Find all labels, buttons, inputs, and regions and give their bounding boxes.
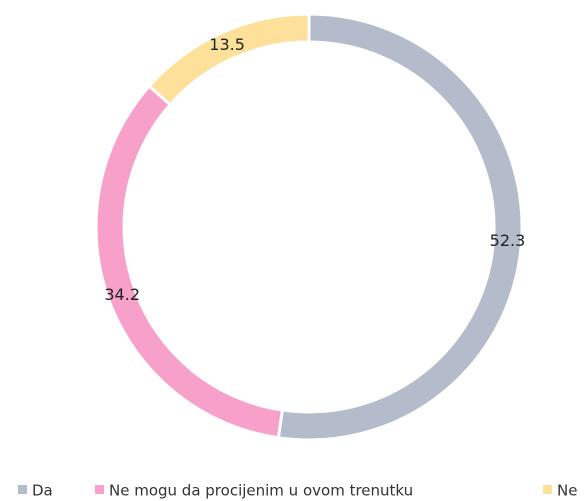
legend-label: Ne mogu da procijenim u ovom trenutku bbox=[109, 482, 413, 500]
donut-slice bbox=[147, 12, 311, 107]
legend-swatch bbox=[543, 485, 552, 494]
legend-label: Ne bbox=[557, 482, 577, 500]
donut-slice bbox=[276, 12, 524, 442]
legend-swatch bbox=[18, 485, 27, 494]
data-label: 52.3 bbox=[490, 231, 526, 250]
data-label: 13.5 bbox=[209, 35, 245, 54]
data-label: 34.2 bbox=[104, 285, 140, 304]
legend-label: Da bbox=[32, 482, 53, 500]
legend-swatch bbox=[95, 485, 104, 494]
donut-slice bbox=[94, 84, 285, 440]
